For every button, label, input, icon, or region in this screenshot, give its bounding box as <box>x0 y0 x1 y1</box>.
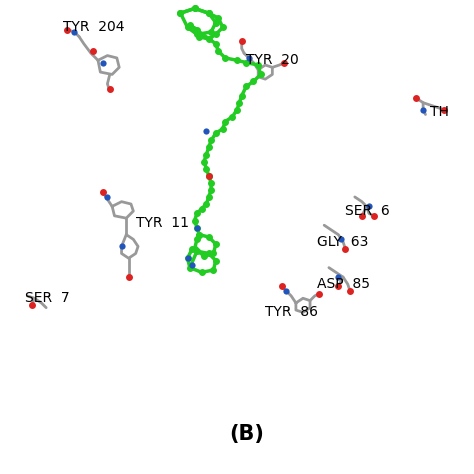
Text: TYR  86: TYR 86 <box>265 305 318 319</box>
Text: (B): (B) <box>229 424 264 444</box>
Text: TYR  11: TYR 11 <box>136 216 189 230</box>
Text: ASP  85: ASP 85 <box>317 277 370 291</box>
Text: TYR  204: TYR 204 <box>63 20 124 34</box>
Text: SER  7: SER 7 <box>25 291 70 305</box>
Text: TYR  20: TYR 20 <box>246 53 299 67</box>
Text: GLY  63: GLY 63 <box>317 235 368 249</box>
Text: SER  6: SER 6 <box>346 204 390 218</box>
Text: TH: TH <box>430 105 449 119</box>
